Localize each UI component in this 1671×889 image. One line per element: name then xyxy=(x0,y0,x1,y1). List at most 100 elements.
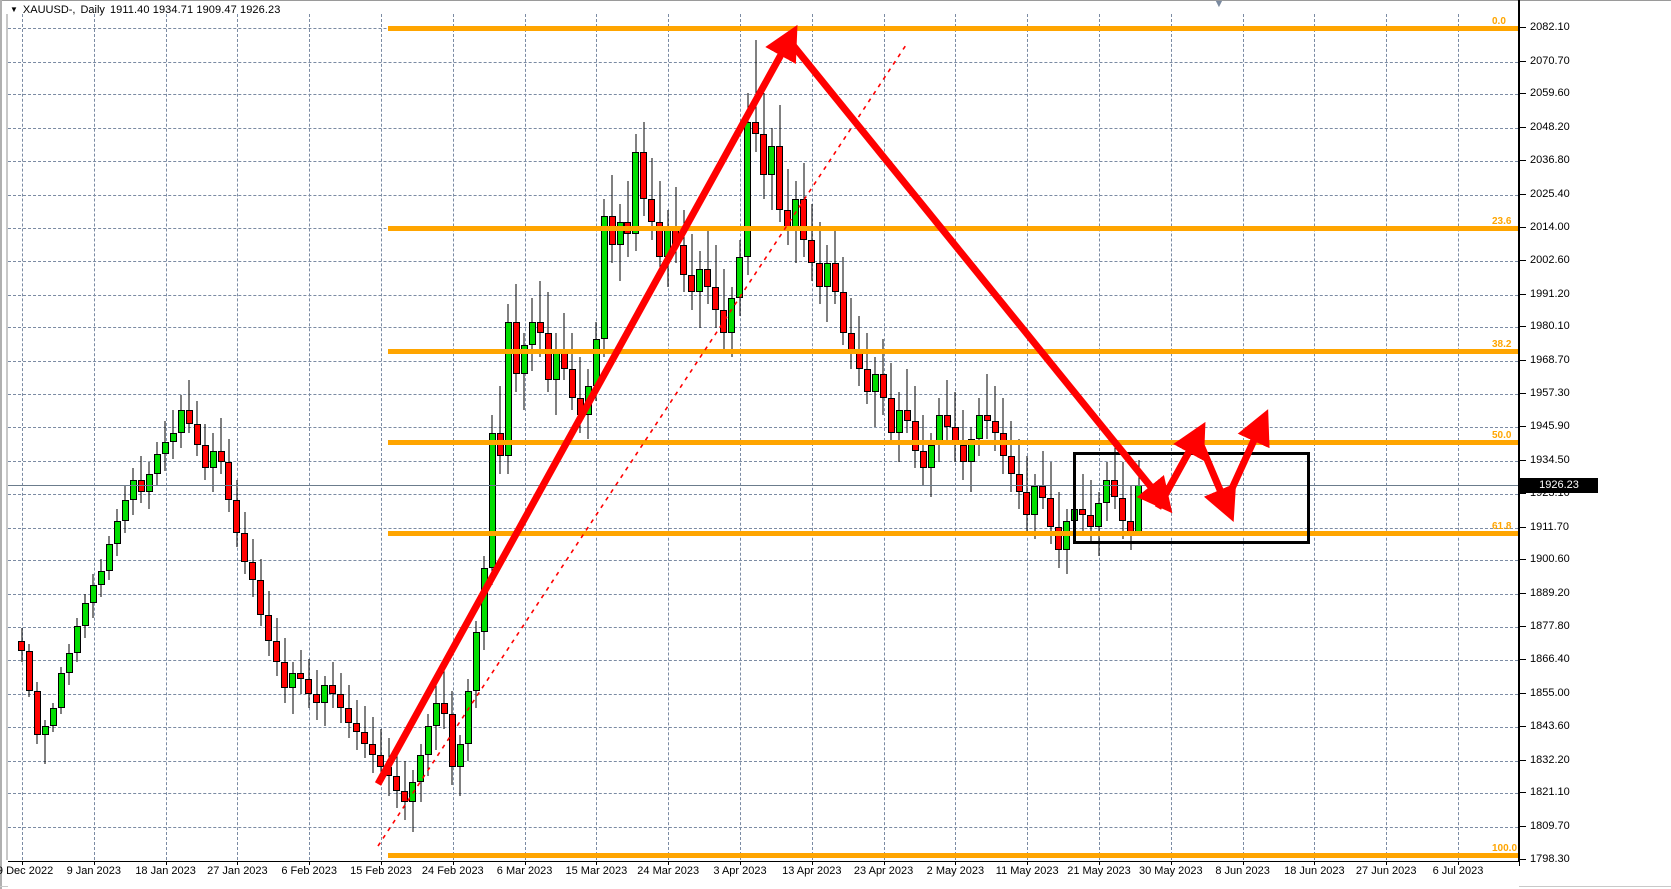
vertical-gridline xyxy=(596,14,598,860)
candle-body-bearish xyxy=(361,731,369,744)
candle-body-bearish xyxy=(720,309,728,334)
time-tick-mark xyxy=(1027,861,1029,865)
price-tick-mark xyxy=(1520,759,1526,761)
price-tick-label: 1934.50 xyxy=(1530,453,1570,466)
candle-body-bearish xyxy=(257,579,265,615)
time-tick-mark xyxy=(93,861,95,865)
candlestick xyxy=(281,638,289,703)
candlestick xyxy=(385,737,393,797)
time-tick-mark xyxy=(452,861,454,865)
candlestick xyxy=(329,661,337,709)
candle-body-bearish xyxy=(345,708,353,724)
price-tick: 1957.30 xyxy=(1520,387,1671,401)
candle-body-bullish xyxy=(105,544,113,571)
horizontal-gridline xyxy=(8,660,1518,662)
candle-body-bullish xyxy=(145,474,153,492)
candlestick xyxy=(943,380,951,445)
horizontal-gridline xyxy=(8,793,1518,795)
candle-body-bearish xyxy=(33,690,41,735)
price-tick: 1843.60 xyxy=(1520,720,1671,734)
candlestick xyxy=(935,397,943,463)
price-tick-label: 1843.60 xyxy=(1530,720,1570,733)
time-axis-label: 15 Feb 2023 xyxy=(350,865,412,877)
candlestick xyxy=(744,93,752,275)
chevron-down-icon[interactable]: ▼ xyxy=(10,5,18,14)
candlestick xyxy=(1031,474,1039,539)
timeframe-label: Daily xyxy=(80,4,105,16)
symbol-info-bar[interactable]: ▼ XAUUSD-, Daily 1911.40 1934.71 1909.47… xyxy=(10,3,280,17)
price-tick-label: 1900.60 xyxy=(1530,553,1570,566)
horizontal-gridline xyxy=(8,693,1518,695)
price-tick-mark xyxy=(1520,260,1526,262)
current-price-tag: 1926.23 xyxy=(1520,478,1598,494)
candle-wick xyxy=(1042,450,1044,510)
vertical-gridline xyxy=(1027,14,1029,860)
chart-plot-area[interactable]: 0.0 23.6 38.2 50.0 61.8 100.0 xyxy=(8,14,1518,860)
price-tick-mark xyxy=(1520,160,1526,162)
candle-body-bullish xyxy=(528,321,536,346)
time-axis-label: 24 Mar 2023 xyxy=(637,865,700,877)
price-axis[interactable]: 2082.10 2070.70 2059.60 2048.20 2036.80 2025.… xyxy=(1520,14,1671,865)
candle-body-bearish xyxy=(201,444,209,469)
candlestick xyxy=(592,321,600,401)
candlestick xyxy=(81,594,89,639)
fibonacci-level-line xyxy=(388,26,1518,32)
time-tick-mark xyxy=(740,861,741,865)
time-tick-mark xyxy=(1170,861,1172,865)
ohlc-values: 1911.40 1934.71 1909.47 1926.23 xyxy=(109,4,281,16)
candle-body-bearish xyxy=(1015,474,1023,492)
price-tick: 1866.40 xyxy=(1520,653,1671,667)
candle-body-bearish xyxy=(401,790,409,803)
candle-body-bearish xyxy=(385,767,393,776)
candle-body-bearish xyxy=(536,321,544,334)
fibonacci-level-line xyxy=(388,225,1518,231)
candlestick xyxy=(816,222,823,305)
candle-body-bearish xyxy=(991,421,999,434)
time-axis-label: 6 Jul 2023 xyxy=(1432,865,1484,877)
candlestick xyxy=(265,591,273,656)
candlestick xyxy=(273,617,281,677)
time-axis-label: 18 Jun 2023 xyxy=(1284,865,1345,877)
vertical-gridline xyxy=(1242,14,1244,860)
candle-body-bearish xyxy=(863,368,871,392)
candle-body-bullish xyxy=(153,453,161,475)
price-tick-label: 1980.10 xyxy=(1530,320,1570,333)
vertical-gridline xyxy=(1458,14,1459,860)
time-tick-mark xyxy=(22,861,23,865)
candlestick xyxy=(193,400,201,457)
candle-body-bullish xyxy=(321,685,329,703)
candle-body-bearish xyxy=(329,685,337,694)
fibonacci-level-label: 61.8 xyxy=(1492,520,1512,532)
time-axis-label: 18 Jan 2023 xyxy=(135,865,196,877)
candlestick xyxy=(1095,491,1103,557)
candle-body-bearish xyxy=(760,134,768,176)
candlestick xyxy=(528,298,536,372)
candle-body-bearish xyxy=(193,424,201,445)
candlestick xyxy=(113,509,121,557)
candle-body-bearish xyxy=(919,450,927,469)
candle-body-bearish xyxy=(448,714,456,768)
candle-body-bearish xyxy=(1087,515,1095,527)
price-tick: 2025.40 xyxy=(1520,188,1671,202)
candle-body-bullish xyxy=(696,268,704,293)
price-tick: 1889.20 xyxy=(1520,587,1671,601)
candlestick xyxy=(225,438,233,513)
candle-body-bullish xyxy=(472,632,480,691)
candlestick xyxy=(887,362,895,445)
candle-body-bearish xyxy=(377,755,385,768)
price-tick: 2036.80 xyxy=(1520,154,1671,168)
time-axis[interactable]: 29 Dec 2022 9 Jan 2023 18 Jan 2023 27 Jan 2… xyxy=(0,861,1519,889)
candlestick xyxy=(736,239,744,316)
price-tick: 1821.10 xyxy=(1520,786,1671,800)
candlestick xyxy=(89,573,97,618)
candle-wick xyxy=(787,169,789,246)
candlestick xyxy=(249,538,257,598)
candlestick xyxy=(752,40,760,152)
price-tick: 1877.80 xyxy=(1520,620,1671,634)
time-axis-label: 29 Dec 2022 xyxy=(0,865,54,877)
candle-body-bearish xyxy=(1007,456,1015,475)
candle-body-bullish xyxy=(768,145,776,176)
price-tick-label: 1832.20 xyxy=(1530,753,1570,766)
candlestick xyxy=(552,333,560,416)
time-axis-label: 6 Feb 2023 xyxy=(281,865,338,877)
